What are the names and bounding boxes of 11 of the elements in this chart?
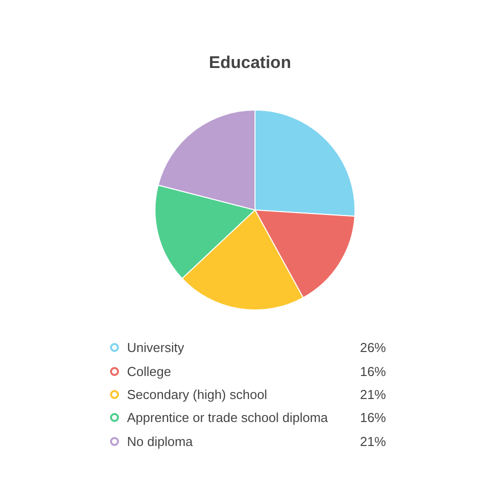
legend-label: No diploma bbox=[127, 434, 194, 449]
legend-label: College bbox=[127, 364, 172, 379]
data-label: 21% bbox=[360, 386, 386, 402]
data-label: 26% bbox=[360, 340, 386, 356]
chart-title: Education bbox=[208, 53, 292, 73]
data-label: 16% bbox=[360, 364, 386, 379]
legend-label: Apprentice or trade school diploma bbox=[127, 410, 329, 426]
legend-label: University bbox=[127, 340, 186, 356]
data-label: 16% bbox=[360, 410, 386, 426]
legend-label: Secondary (high) school bbox=[127, 386, 268, 402]
data-label: 21% bbox=[360, 434, 386, 449]
